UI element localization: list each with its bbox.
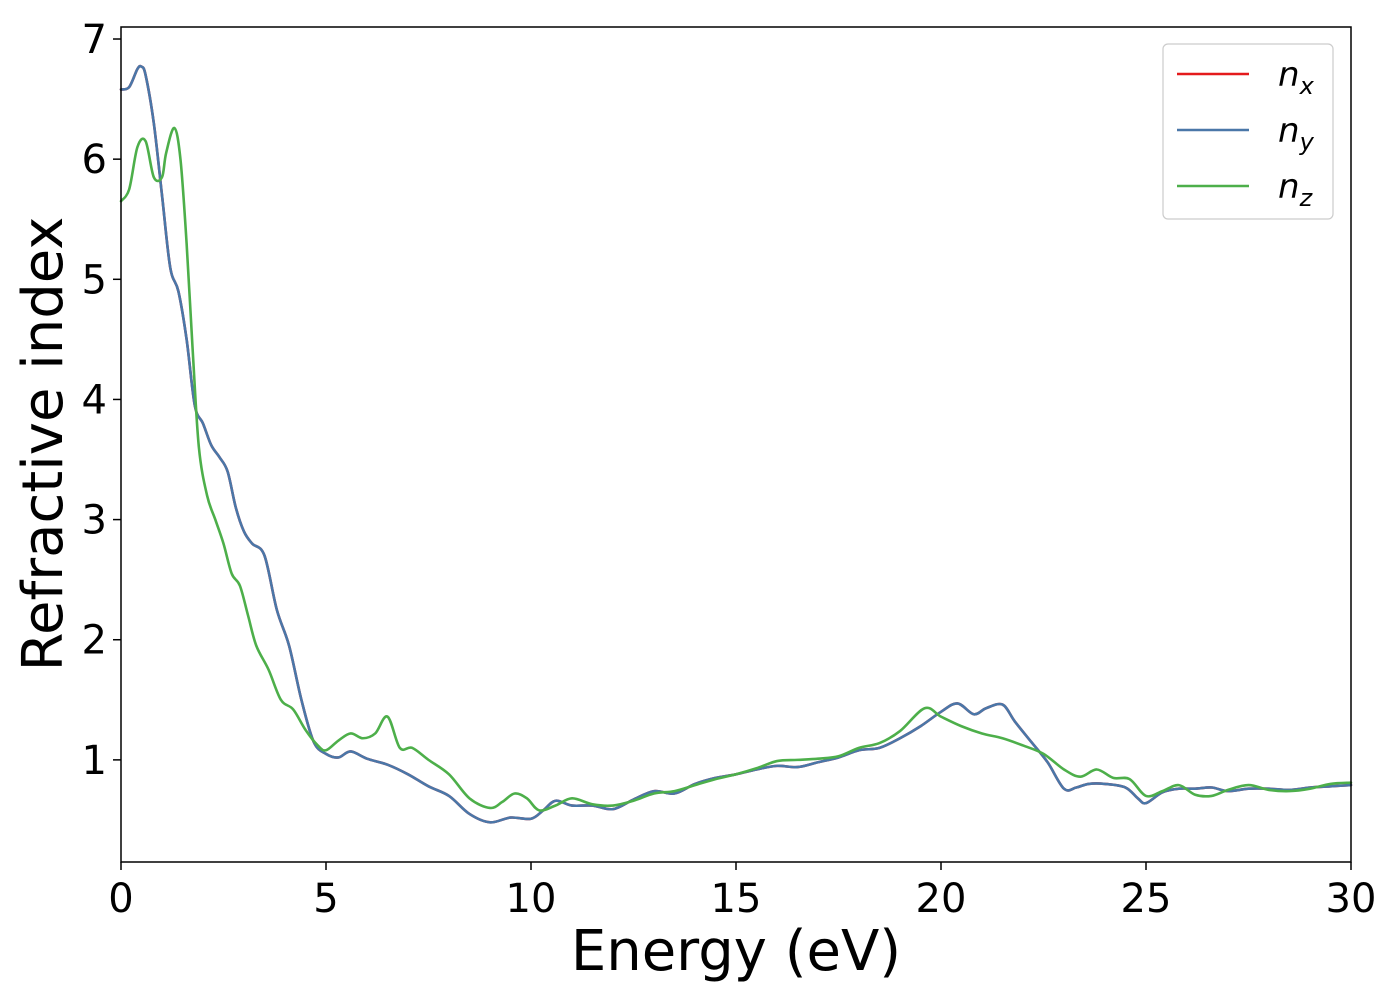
- legend-label-nx: nx: [1278, 55, 1315, 100]
- legend-label-nz: nz: [1278, 167, 1314, 212]
- y-axis-ticks: 1 2 3 4 5 6 7: [82, 17, 121, 784]
- x-tick-label: 15: [711, 876, 762, 922]
- legend-box: [1162, 43, 1334, 220]
- plot-area: [121, 27, 1351, 862]
- legend-label-ny: ny: [1278, 111, 1315, 156]
- y-tick-label: 6: [82, 137, 107, 183]
- legend-label-subscript: y: [1299, 128, 1315, 156]
- x-tick-label: 25: [1121, 876, 1172, 922]
- legend-label-subscript: x: [1299, 72, 1315, 100]
- y-tick-label: 4: [82, 377, 107, 423]
- x-tick-label: 20: [916, 876, 967, 922]
- x-tick-label: 5: [313, 876, 338, 922]
- x-tick-label: 0: [108, 876, 133, 922]
- legend-label-subscript: z: [1299, 184, 1314, 212]
- series-layer: [119, 64, 1353, 824]
- x-tick-label: 10: [506, 876, 557, 922]
- x-axis-ticks: 0 5 10 15 20 25 30: [108, 862, 1376, 922]
- legend-label-main: n: [1278, 111, 1300, 151]
- y-tick-label: 5: [82, 257, 107, 303]
- legend-label-main: n: [1278, 55, 1300, 95]
- x-tick-label: 30: [1326, 876, 1377, 922]
- y-tick-label: 7: [82, 17, 107, 63]
- y-tick-label: 1: [82, 738, 107, 784]
- y-tick-label: 3: [82, 498, 107, 544]
- series-line-nz: [119, 126, 1353, 812]
- y-axis-title: Refractive index: [11, 217, 76, 672]
- y-tick-label: 2: [82, 618, 107, 664]
- legend-label-main: n: [1278, 167, 1300, 207]
- x-axis-title: Energy (eV): [571, 919, 901, 984]
